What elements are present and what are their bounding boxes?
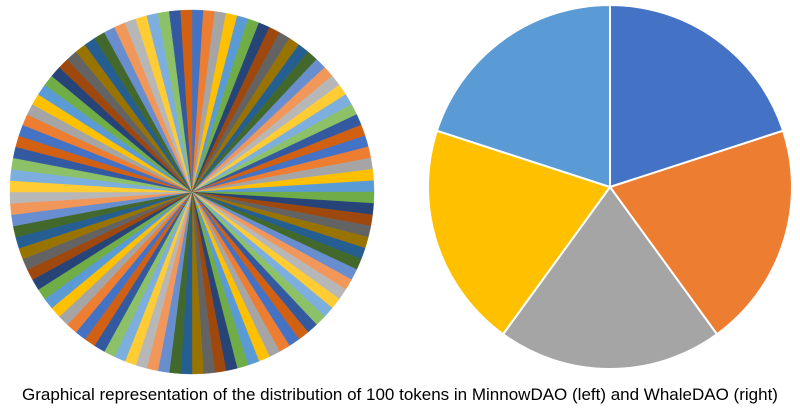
pie-chart-minnowdao [9,9,375,375]
whale-slice-4 [427,129,612,336]
figure-caption: Graphical representation of the distribu… [22,385,778,404]
minnow-slice-100 [180,9,193,193]
whale-slice-2 [608,129,793,336]
whale-slice-1 [609,3,785,189]
whale-slice-5 [435,3,611,189]
pie-chart-whaledao [427,3,793,370]
whale-slice-3 [501,185,719,370]
pie-charts [9,3,793,375]
